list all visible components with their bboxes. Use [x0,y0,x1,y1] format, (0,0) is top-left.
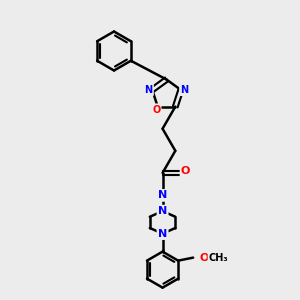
Text: CH₃: CH₃ [209,253,229,262]
Text: N: N [145,85,153,95]
Text: N: N [180,85,188,95]
Text: N: N [158,229,167,238]
Text: N: N [158,190,167,200]
Text: O: O [200,253,209,262]
Text: O: O [152,105,160,115]
Text: O: O [181,167,190,176]
Text: N: N [158,206,167,216]
